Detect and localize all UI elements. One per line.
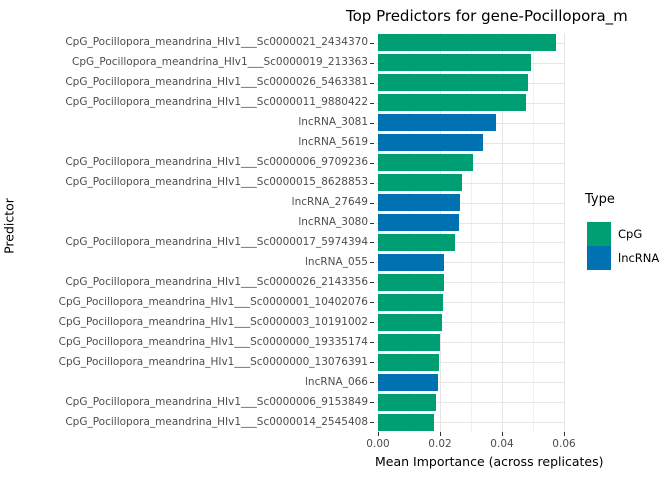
y-axis-tick <box>370 102 374 104</box>
y-axis-label: CpG_Pocillopora_meandrina_HIv1___Sc00000… <box>58 355 368 368</box>
y-axis-label: lncRNA_27649 <box>291 196 368 209</box>
category-gridline <box>375 402 565 404</box>
category-gridline <box>375 202 565 204</box>
bar-cpg <box>378 273 445 291</box>
bar-cpg <box>378 94 526 112</box>
y-axis-tick <box>370 302 374 304</box>
bar-cpg <box>378 293 443 311</box>
major-gridline <box>502 33 503 432</box>
bar-cpg <box>378 233 455 251</box>
x-axis-tick-label: 0.04 <box>490 438 514 450</box>
y-axis-label: CpG_Pocillopora_meandrina_HIv1___Sc00000… <box>65 235 368 248</box>
y-axis-tick <box>370 62 374 64</box>
bar-cpg <box>378 174 463 192</box>
y-axis-label: CpG_Pocillopora_meandrina_HIv1___Sc00000… <box>65 415 368 428</box>
bar-cpg <box>378 393 436 411</box>
y-axis-tick <box>370 162 374 164</box>
y-axis-tick <box>370 282 374 284</box>
y-axis-label: lncRNA_055 <box>305 255 368 268</box>
x-axis-tick-label: 0.02 <box>428 438 452 450</box>
x-axis-tick <box>564 432 565 436</box>
y-axis-label: CpG_Pocillopora_meandrina_HIv1___Sc00000… <box>65 96 368 109</box>
legend-label: CpG <box>618 227 643 241</box>
y-axis-tick <box>370 42 374 44</box>
minor-gridline <box>471 33 472 432</box>
y-axis-tick <box>370 242 374 244</box>
category-gridline <box>375 342 565 344</box>
category-gridline <box>375 302 565 304</box>
y-axis-label: CpG_Pocillopora_meandrina_HIv1___Sc00000… <box>65 156 368 169</box>
category-gridline <box>375 262 565 264</box>
y-axis-tick <box>370 122 374 124</box>
x-axis-tick-label: 0.00 <box>366 438 390 450</box>
y-axis-tick <box>370 142 374 144</box>
y-axis-label: CpG_Pocillopora_meandrina_HIv1___Sc00000… <box>58 315 368 328</box>
y-axis-title: Predictor <box>1 198 17 254</box>
y-axis-tick <box>370 322 374 324</box>
legend-swatch-lncrna <box>587 246 611 270</box>
y-axis-tick <box>370 362 374 364</box>
category-gridline <box>375 322 565 324</box>
bar-cpg <box>378 333 441 351</box>
y-axis-label: CpG_Pocillopora_meandrina_HIv1___Sc00000… <box>65 36 368 49</box>
y-axis-tick <box>370 342 374 344</box>
y-axis-tick <box>370 402 374 404</box>
y-axis-tick <box>370 382 374 384</box>
legend-label: lncRNA <box>618 251 660 265</box>
bar-lncrna <box>378 114 496 132</box>
category-gridline <box>375 222 565 224</box>
plot-panel <box>375 33 565 432</box>
y-axis-label: CpG_Pocillopora_meandrina_HIv1___Sc00000… <box>58 295 368 308</box>
y-axis-label: CpG_Pocillopora_meandrina_HIv1___Sc00000… <box>65 176 368 189</box>
y-axis-label: CpG_Pocillopora_meandrina_HIv1___Sc00000… <box>65 76 368 89</box>
bar-lncrna <box>378 214 460 232</box>
x-axis-tick-label: 0.06 <box>552 438 576 450</box>
y-axis-label: lncRNA_3080 <box>298 216 368 229</box>
bar-lncrna <box>378 134 483 152</box>
major-gridline <box>440 33 441 432</box>
major-gridline <box>564 33 565 432</box>
x-axis-tick <box>440 432 441 436</box>
y-axis-label: lncRNA_3081 <box>298 116 368 129</box>
category-gridline <box>375 382 565 384</box>
y-axis-tick <box>370 262 374 264</box>
x-axis-tick <box>378 432 379 436</box>
legend-title: Type <box>585 192 615 207</box>
y-axis-label: lncRNA_5619 <box>298 136 368 149</box>
bar-cpg <box>378 74 528 92</box>
y-axis-tick <box>370 82 374 84</box>
bar-cpg <box>378 413 435 431</box>
bar-cpg <box>378 54 532 72</box>
minor-gridline <box>409 33 410 432</box>
y-axis-label: CpG_Pocillopora_meandrina_HIv1___Sc00000… <box>58 335 368 348</box>
category-gridline <box>375 282 565 284</box>
y-axis-tick <box>370 202 374 204</box>
bar-cpg <box>378 34 557 52</box>
major-gridline <box>378 33 379 432</box>
chart-title: Top Predictors for gene-Pocillopora_m <box>346 7 628 25</box>
category-gridline <box>375 182 565 184</box>
bar-lncrna <box>378 373 438 391</box>
y-axis-label: CpG_Pocillopora_meandrina_HIv1___Sc00000… <box>65 275 368 288</box>
category-gridline <box>375 242 565 244</box>
y-axis-label: lncRNA_066 <box>305 375 368 388</box>
x-axis-title: Mean Importance (across replicates) <box>375 454 604 469</box>
legend-swatch-cpg <box>587 222 611 246</box>
y-axis-label: CpG_Pocillopora_meandrina_HIv1___Sc00000… <box>72 56 368 69</box>
minor-gridline <box>533 33 534 432</box>
y-axis-tick <box>370 222 374 224</box>
bar-cpg <box>378 313 442 331</box>
category-gridline <box>375 362 565 364</box>
category-gridline <box>375 422 565 424</box>
x-axis-tick <box>502 432 503 436</box>
bar-lncrna <box>378 253 445 271</box>
y-axis-tick <box>370 182 374 184</box>
y-axis-tick <box>370 422 374 424</box>
bar-lncrna <box>378 194 461 212</box>
bar-cpg <box>378 353 440 371</box>
y-axis-label: CpG_Pocillopora_meandrina_HIv1___Sc00000… <box>65 395 368 408</box>
bar-cpg <box>378 154 473 172</box>
